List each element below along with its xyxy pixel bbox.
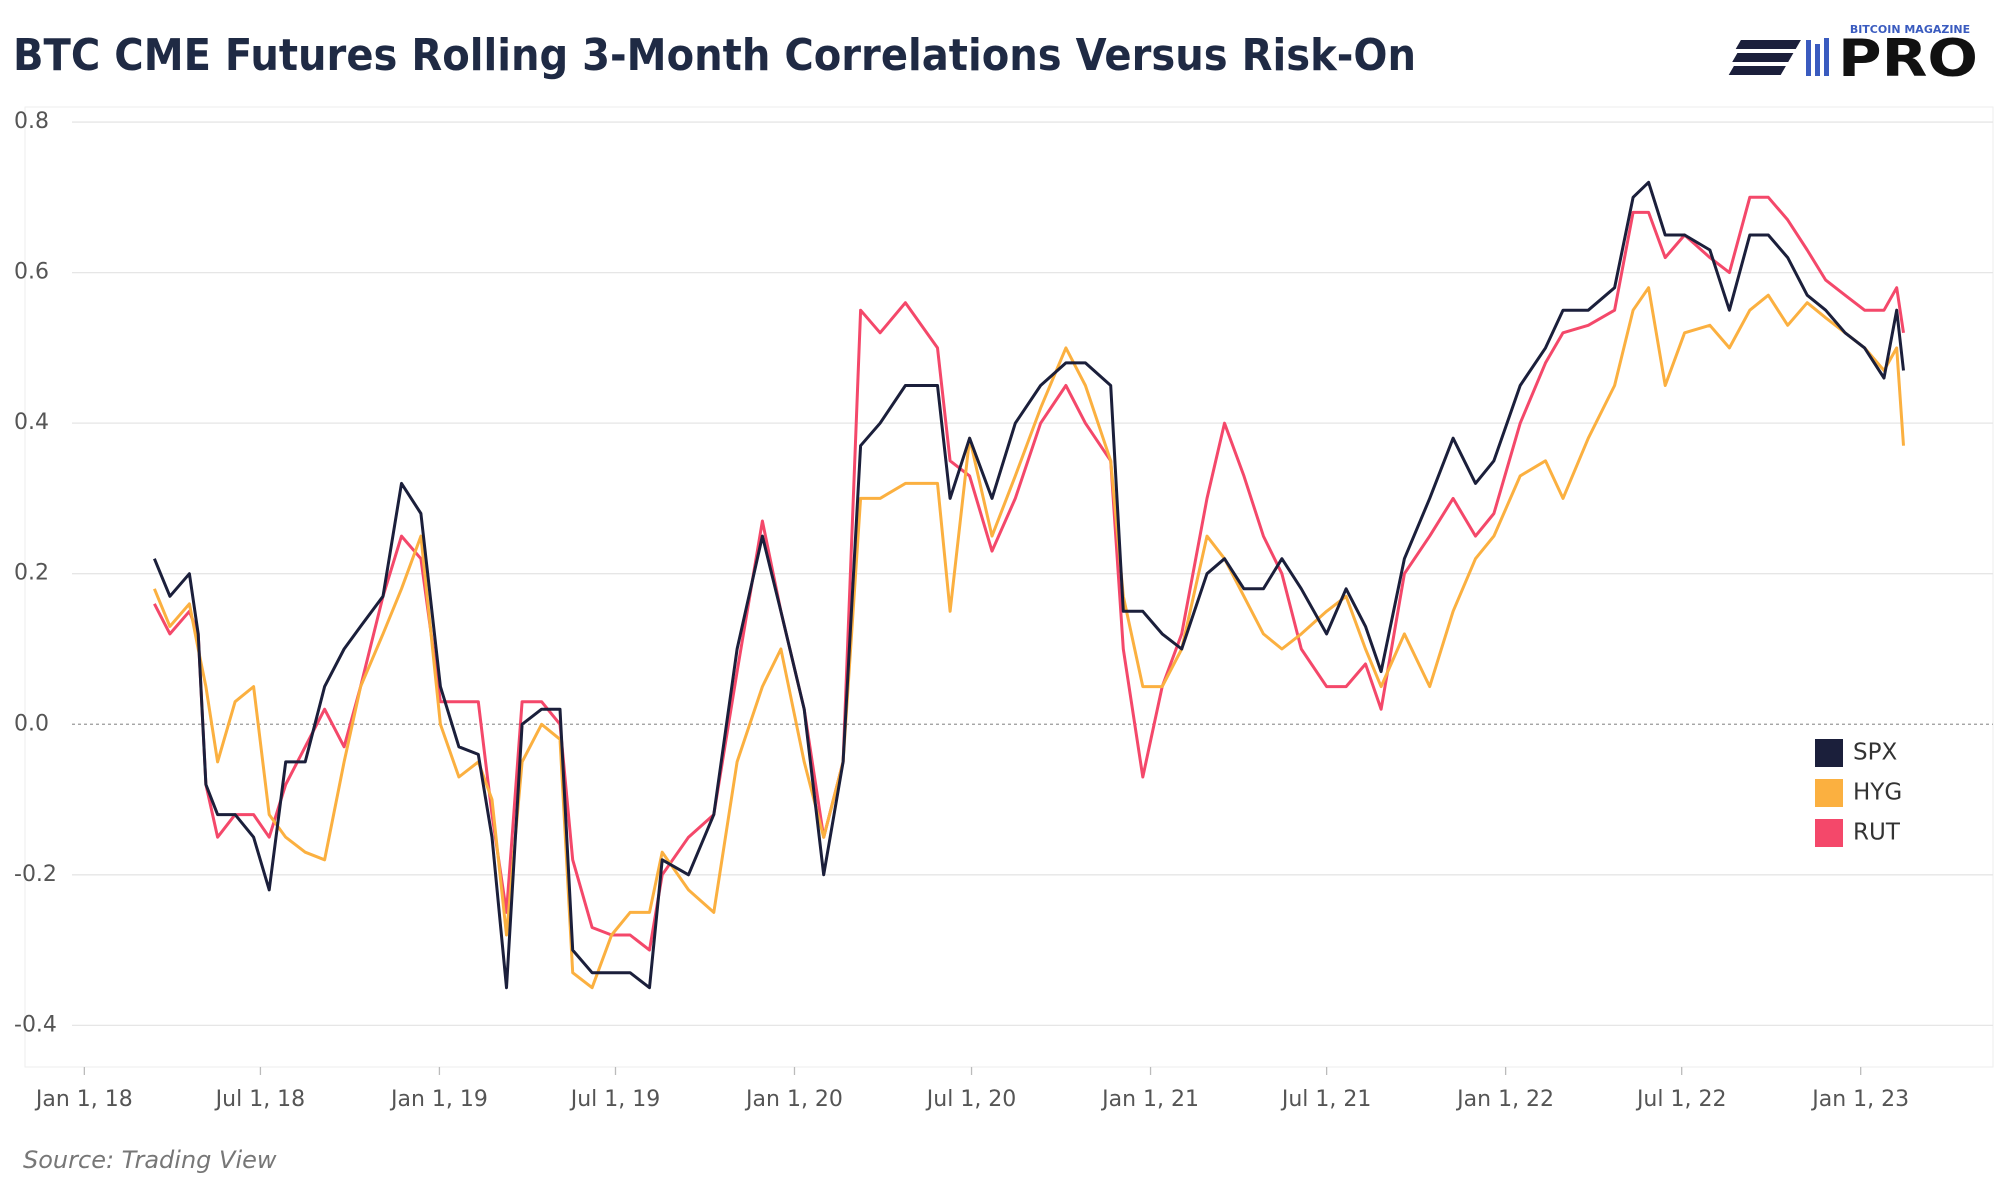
logo: BITCOIN MAGAZINE PRO	[1728, 23, 1978, 89]
logo-top: BITCOIN MAGAZINE	[1850, 23, 1970, 36]
source: Source: Trading View	[23, 1146, 277, 1174]
grid: -0.4 -0.2 0.0 0.2 0.4 0.6 0.8 Jan 1, 18 Jul 1, 1…	[14, 109, 1993, 1112]
series-line	[153, 195, 1905, 952]
y-tick-label: 0.4	[14, 410, 49, 435]
x-tick-label: Jul 1, 19	[569, 1087, 661, 1112]
y-tick-label: 0.6	[14, 260, 49, 285]
x-tick-label: Jul 1, 18	[214, 1087, 306, 1112]
legend-swatch	[1815, 779, 1843, 807]
x-tick-label: Jul 1, 21	[1280, 1087, 1372, 1112]
x-tick-label: Jan 1, 22	[1455, 1087, 1554, 1112]
series-line	[153, 180, 1905, 990]
legend-label: SPX	[1853, 740, 1897, 766]
x-tick-label: Jan 1, 21	[1100, 1087, 1199, 1112]
logo-stripe	[1728, 66, 1786, 75]
legend-label: HYG	[1853, 780, 1902, 806]
logo-main: PRO	[1838, 29, 1978, 89]
legend: SPX HYG RUT	[1815, 739, 1902, 847]
x-tick-label: Jul 1, 20	[925, 1087, 1017, 1112]
x-tick-label: Jul 1, 22	[1635, 1087, 1727, 1112]
plot-frame	[24, 106, 1994, 1068]
logo-stripe	[1732, 53, 1794, 62]
legend-swatch	[1815, 819, 1843, 847]
lines	[153, 180, 1905, 990]
chart-title: BTC CME Futures Rolling 3-Month Correlat…	[13, 30, 1416, 81]
x-tick-label: Jan 1, 18	[34, 1087, 133, 1112]
logo-bar	[1815, 44, 1820, 76]
logo-stripe	[1735, 40, 1801, 49]
y-tick-label: -0.2	[14, 862, 57, 887]
y-tick-label: -0.4	[14, 1012, 57, 1037]
logo-bar	[1824, 38, 1829, 76]
x-tick-label: Jan 1, 19	[389, 1087, 488, 1112]
legend-swatch	[1815, 739, 1843, 767]
y-tick-label: 0.0	[14, 711, 49, 736]
x-tick-label: Jan 1, 20	[744, 1087, 843, 1112]
y-tick-label: 0.2	[14, 561, 49, 586]
legend-label: RUT	[1853, 820, 1901, 846]
y-tick-label: 0.8	[14, 109, 49, 134]
x-tick-label: Jan 1, 23	[1810, 1087, 1909, 1112]
logo-bar	[1806, 40, 1811, 76]
series-line	[153, 286, 1905, 990]
